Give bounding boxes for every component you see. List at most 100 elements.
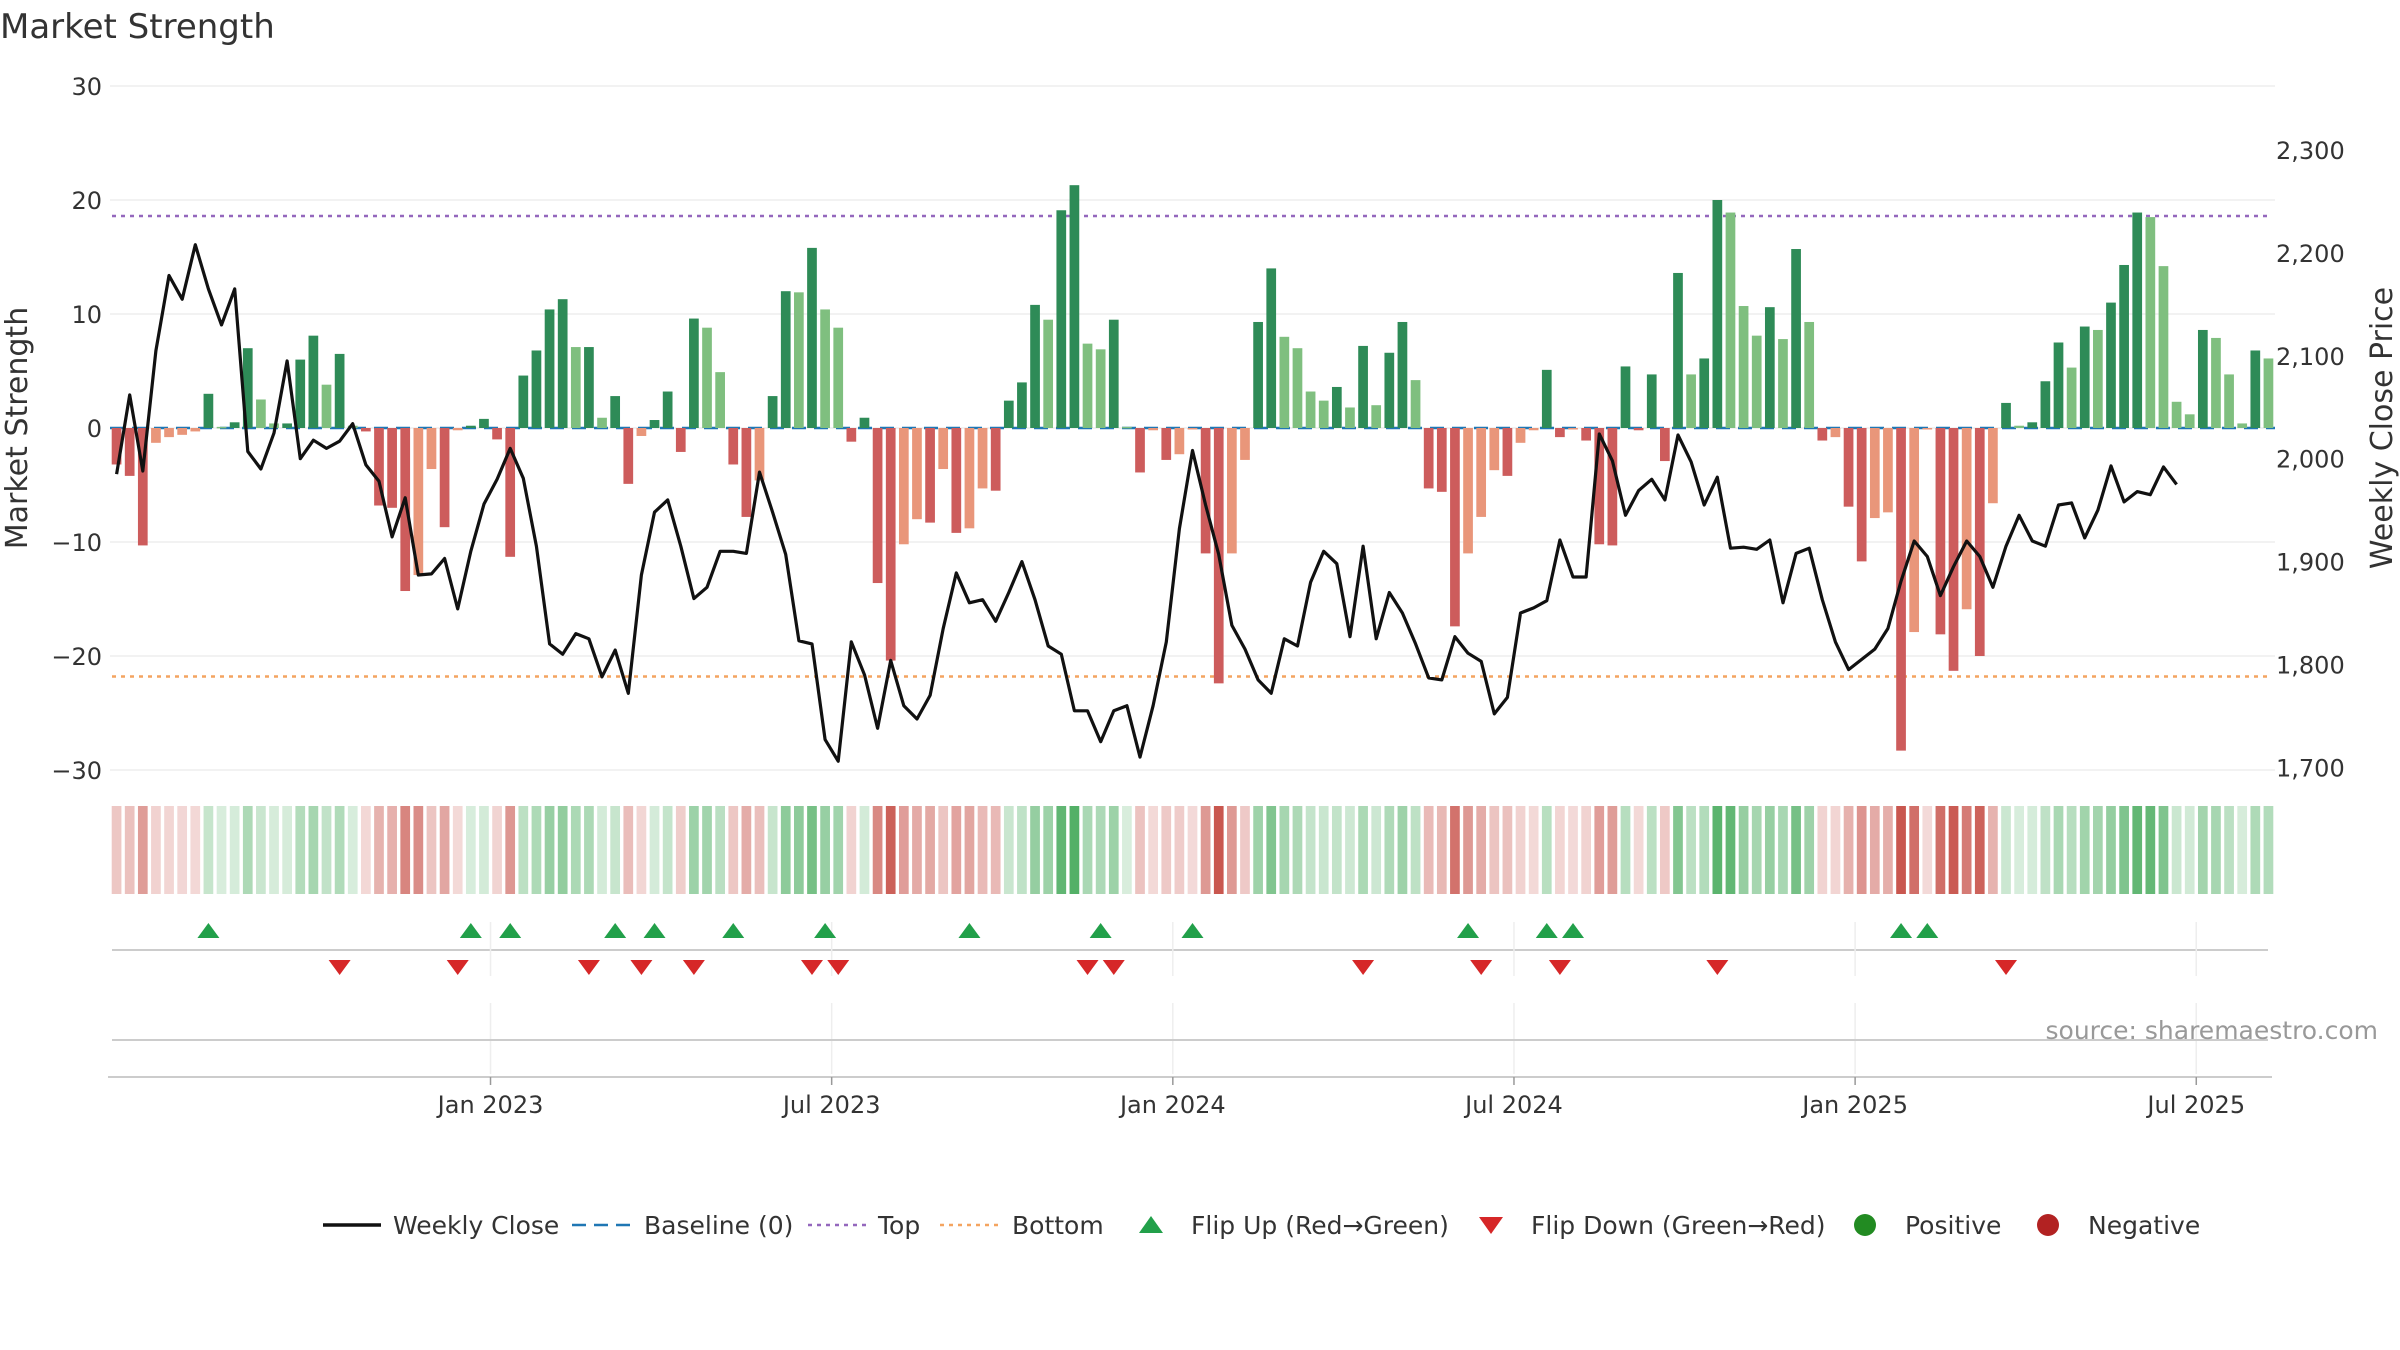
y-tick-0: 30 xyxy=(71,73,102,101)
x-tick-2: Jan 2024 xyxy=(1118,1091,1226,1119)
heat-cell-144 xyxy=(2001,806,2011,894)
heat-cell-105 xyxy=(1489,806,1500,894)
strength-bar-161 xyxy=(2224,374,2234,428)
strength-bar-15 xyxy=(308,335,319,428)
strength-bar-56 xyxy=(846,428,857,442)
strength-bar-88 xyxy=(1266,268,1277,428)
heat-cell-16 xyxy=(321,806,332,894)
heat-cell-28 xyxy=(479,806,489,894)
heat-cell-6 xyxy=(190,806,201,894)
heat-cell-137 xyxy=(1909,806,1920,894)
strength-bar-73 xyxy=(1069,185,1080,428)
legend-label-negative: Negative xyxy=(2088,1211,2200,1240)
strength-bar-51 xyxy=(780,291,791,428)
heat-cell-40 xyxy=(636,806,647,894)
strength-bar-136 xyxy=(1896,428,1906,751)
strength-bar-13 xyxy=(282,423,292,428)
strength-bar-20 xyxy=(374,428,384,506)
heat-cell-25 xyxy=(439,806,450,894)
strength-bar-8 xyxy=(216,426,227,429)
heat-cell-150 xyxy=(2079,806,2090,894)
strength-bar-103 xyxy=(1463,428,1473,554)
strength-bar-1 xyxy=(124,428,135,476)
source-label: source: sharemaestro.com xyxy=(2046,1016,2379,1045)
heat-cell-84 xyxy=(1213,806,1224,894)
flip-up-marker-5 xyxy=(722,923,745,938)
heat-cell-86 xyxy=(1240,806,1250,894)
strength-bar-32 xyxy=(531,350,542,428)
heat-cell-15 xyxy=(308,806,319,894)
strength-bar-130 xyxy=(1817,428,1828,441)
strength-bar-112 xyxy=(1581,428,1591,441)
heat-cell-138 xyxy=(1922,806,1933,894)
strength-bar-153 xyxy=(2119,264,2129,428)
heat-cell-155 xyxy=(2145,806,2156,894)
heat-cell-136 xyxy=(1896,806,1906,894)
heat-cell-76 xyxy=(1108,806,1119,894)
strength-bar-86 xyxy=(1240,428,1250,460)
legend-label-bottom: Bottom xyxy=(1012,1211,1104,1240)
heat-cell-92 xyxy=(1318,806,1329,894)
heat-cell-154 xyxy=(2132,806,2143,894)
heat-cell-164 xyxy=(2263,806,2274,894)
heat-cell-96 xyxy=(1371,806,1382,894)
strength-bar-94 xyxy=(1345,407,1355,428)
heat-cell-19 xyxy=(361,806,371,894)
heat-cell-55 xyxy=(833,806,844,894)
heat-cell-121 xyxy=(1699,806,1710,894)
y-tick-5: −20 xyxy=(51,643,102,671)
strength-bar-30 xyxy=(505,428,516,557)
strength-bar-108 xyxy=(1528,428,1539,431)
strength-bar-21 xyxy=(387,428,397,508)
heat-cell-69 xyxy=(1017,806,1027,894)
strength-bar-101 xyxy=(1436,428,1447,492)
strength-bar-76 xyxy=(1108,319,1119,428)
strength-bar-2 xyxy=(137,428,148,546)
strength-bar-111 xyxy=(1568,428,1578,430)
strength-bar-61 xyxy=(912,428,922,520)
heat-cell-98 xyxy=(1397,806,1408,894)
heat-cell-124 xyxy=(1738,806,1749,894)
strength-bar-46 xyxy=(715,372,725,428)
heat-cell-91 xyxy=(1305,806,1316,894)
strength-bar-97 xyxy=(1384,352,1395,428)
heat-cell-93 xyxy=(1331,806,1342,894)
heat-cell-20 xyxy=(374,806,384,894)
heat-cell-70 xyxy=(1030,806,1040,894)
y2-tick-1: 2,200 xyxy=(2276,240,2345,268)
heat-cell-151 xyxy=(2093,806,2103,894)
flip-down-marker-12 xyxy=(1706,960,1729,975)
flip-up-marker-8 xyxy=(1089,923,1112,938)
heat-cell-35 xyxy=(570,806,581,894)
heat-cell-89 xyxy=(1279,806,1290,894)
strength-bar-59 xyxy=(885,428,896,661)
strength-bar-148 xyxy=(2053,342,2064,428)
heat-cell-54 xyxy=(820,806,830,894)
heat-cell-145 xyxy=(2014,806,2024,894)
heat-cell-57 xyxy=(859,806,870,894)
strength-bar-142 xyxy=(1974,428,1985,656)
heat-cell-8 xyxy=(216,806,227,894)
y2-tick-4: 1,900 xyxy=(2276,549,2345,577)
strength-bar-123 xyxy=(1725,212,1736,428)
strength-bar-137 xyxy=(1909,428,1920,633)
strength-bar-75 xyxy=(1095,349,1106,428)
heat-cell-17 xyxy=(334,806,345,894)
heat-cell-159 xyxy=(2197,806,2208,894)
y2-tick-0: 2,300 xyxy=(2276,137,2345,165)
heat-cell-58 xyxy=(872,806,883,894)
heat-cell-141 xyxy=(1961,806,1972,894)
heat-cell-52 xyxy=(794,806,804,894)
heat-cell-11 xyxy=(256,806,266,894)
y2-tick-6: 1,700 xyxy=(2276,754,2345,782)
strength-bar-45 xyxy=(702,327,712,428)
legend-swatch-positive xyxy=(1854,1214,1876,1236)
strength-bar-41 xyxy=(649,420,660,428)
strength-bar-145 xyxy=(2014,425,2024,428)
heat-cell-135 xyxy=(1883,806,1893,894)
strength-bar-83 xyxy=(1200,428,1211,554)
flip-up-marker-3 xyxy=(604,923,627,938)
y-tick-2: 10 xyxy=(71,301,102,329)
strength-bar-160 xyxy=(2211,337,2221,428)
